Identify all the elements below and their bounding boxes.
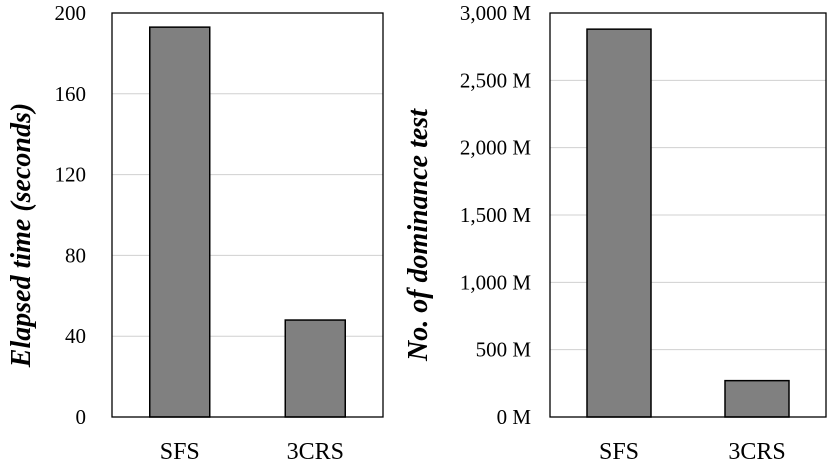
bar-sfs [586, 28, 652, 418]
y-tick-label: 160 [55, 82, 87, 106]
plot-frame [549, 12, 827, 418]
plot-frame [111, 12, 384, 418]
y-tick-label: 120 [55, 163, 87, 187]
y-axis-label: Elapsed time (seconds) [6, 103, 37, 368]
dominance-test-chart: 0 M 500 M 1,000 M 1,500 M 2,000 M 2,500 M 3,00… [403, 1, 827, 465]
x-category-label: 3CRS [728, 439, 785, 465]
y-tick-label: 2,000 M [460, 136, 532, 160]
y-tick-label: 40 [65, 324, 86, 348]
x-category-label: SFS [160, 439, 200, 465]
y-axis-label: No. of dominance test [403, 108, 434, 362]
y-tick-label: 0 [76, 405, 87, 429]
y-tick-label: 1,000 M [460, 270, 532, 294]
y-tick-label: 0 M [497, 405, 532, 429]
y-tick-label: 3,000 M [460, 1, 532, 25]
y-tick-label: 2,500 M [460, 68, 532, 92]
y-tick-label: 1,500 M [460, 203, 532, 227]
y-tick-label: 500 M [476, 338, 532, 362]
elapsed-time-chart: 0 40 80 120 160 200 SFS 3CRS Elapsed time (secon… [6, 1, 384, 465]
bar-3crs [724, 379, 790, 418]
bar-3crs [284, 319, 346, 418]
bar-sfs [149, 26, 211, 418]
y-tick-label: 80 [65, 243, 86, 267]
x-category-label: SFS [599, 439, 639, 465]
x-category-label: 3CRS [287, 439, 344, 465]
y-tick-label: 200 [55, 1, 87, 25]
